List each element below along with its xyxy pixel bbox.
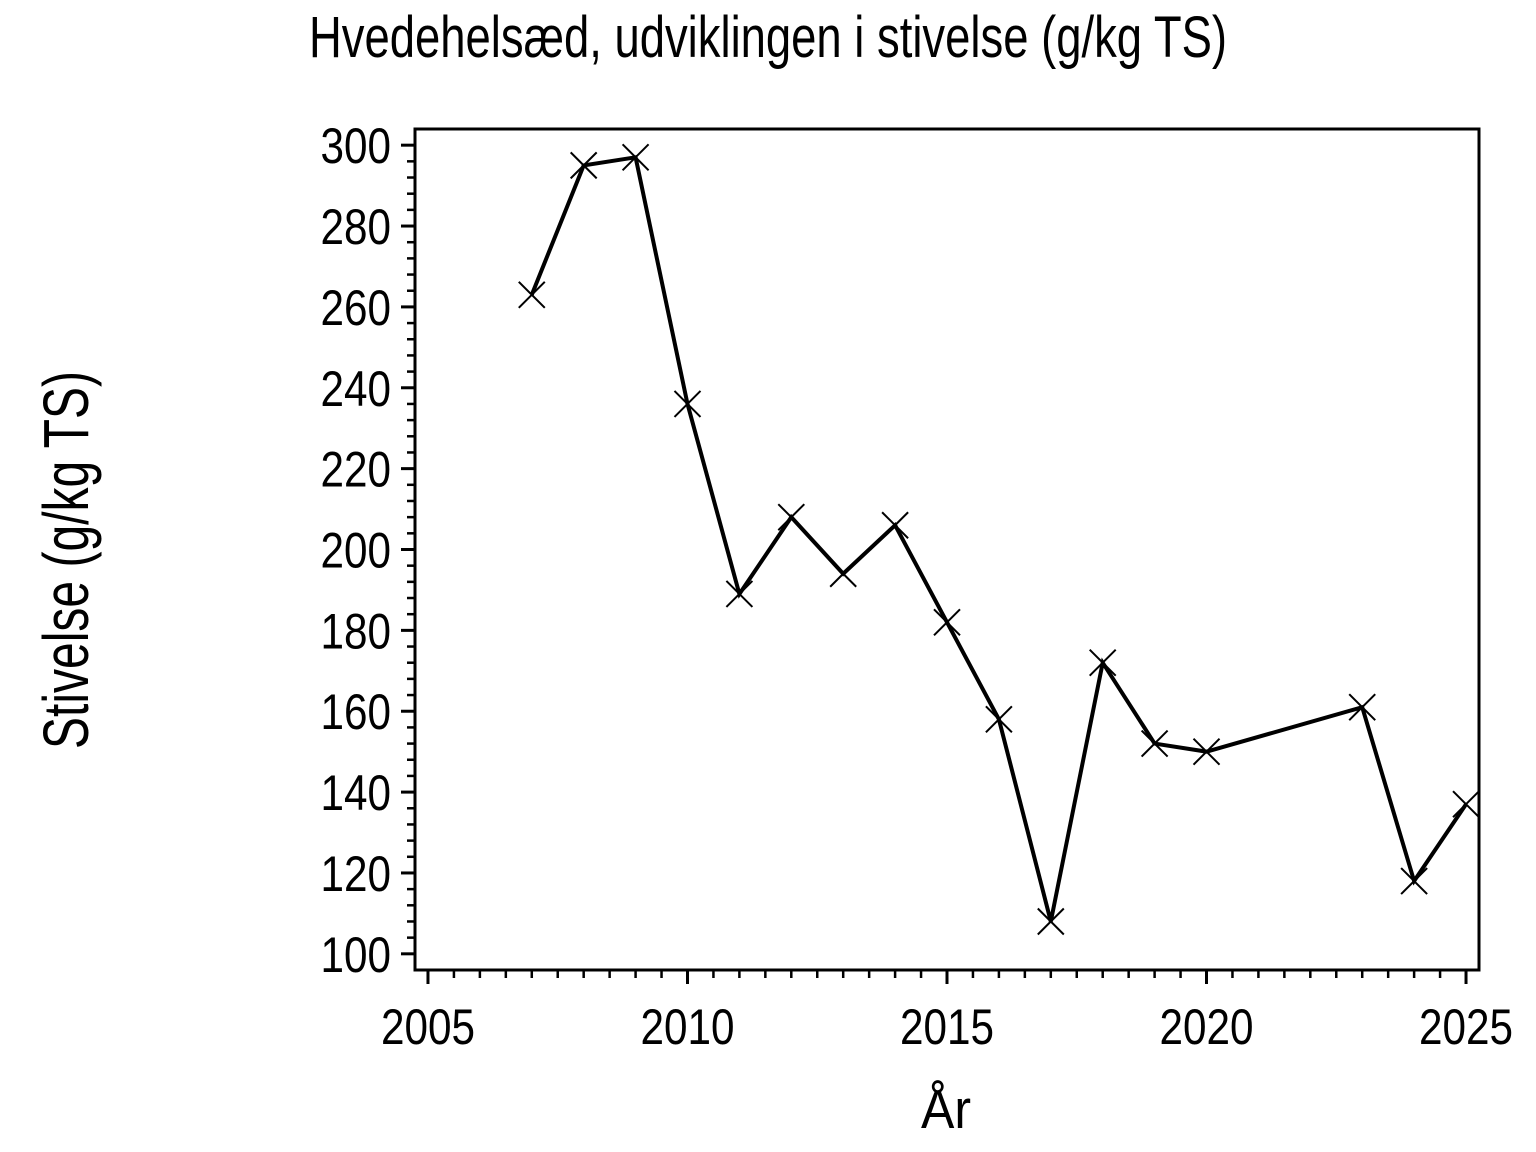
x-tick-label: 2005 [381,999,475,1055]
y-tick-label: 300 [321,118,392,174]
y-tick-label: 260 [321,280,392,336]
y-tick-label: 240 [321,361,392,417]
data-point-marker [1140,729,1169,758]
data-point-marker [933,608,961,636]
axis-ticks [401,143,1468,984]
y-tick-label: 120 [321,846,392,902]
data-point-marker [621,143,650,172]
y-tick-label: 160 [321,684,392,740]
marker-stroke [1037,907,1065,936]
data-point-marker [829,560,857,588]
data-point-marker [1192,737,1221,766]
marker-stroke [673,390,702,418]
marker-stroke [518,281,546,309]
series-line [529,155,1468,922]
data-point-marker [725,580,754,608]
data-point-marker [881,511,909,539]
y-tick-label: 280 [321,199,392,255]
data-point-marker [1400,867,1428,895]
marker-stroke [621,143,650,172]
marker-stroke [1089,649,1117,677]
data-point-marker [1037,907,1065,936]
x-axis-title: År [921,1078,971,1140]
data-point-marker [985,705,1013,734]
data-point-marker [673,390,702,418]
data-series [518,143,1480,936]
x-tick-label: 2025 [1419,999,1513,1055]
x-tick-label: 2015 [900,999,994,1055]
marker-stroke [1192,737,1221,766]
marker-stroke [881,511,909,539]
y-tick-label: 180 [321,603,392,659]
y-tick-label: 200 [321,523,392,579]
axis-tick-labels: 100 120 140 160 180 200 220 240 260 280 300 2005 201… [321,118,1514,1055]
y-tick-label: 100 [321,927,392,983]
data-point-marker [569,151,598,180]
data-point-marker [777,503,805,531]
marker-stroke [725,580,754,608]
x-tick-label: 2020 [1160,999,1254,1055]
marker-stroke [1400,867,1428,895]
data-point-marker [1452,790,1480,818]
marker-stroke [1348,693,1376,721]
marker-stroke [777,503,805,531]
marker-stroke [985,705,1013,734]
marker-stroke [569,151,598,180]
data-point-marker [1089,649,1117,677]
marker-stroke [1140,729,1169,758]
y-tick-label: 220 [321,442,392,498]
marker-stroke [933,608,961,636]
plot-area [413,127,1481,972]
data-point-marker [1348,693,1376,721]
y-tick-label: 140 [321,765,392,821]
y-axis-title: Stivelse (g/kg TS) [30,371,102,749]
data-point-marker [518,281,546,309]
marker-stroke [829,560,857,588]
chart-title: Hvedehelsæd, udviklingen i stivelse (g/k… [309,5,1227,70]
x-tick-label: 2010 [640,999,734,1055]
marker-stroke [1452,790,1480,818]
